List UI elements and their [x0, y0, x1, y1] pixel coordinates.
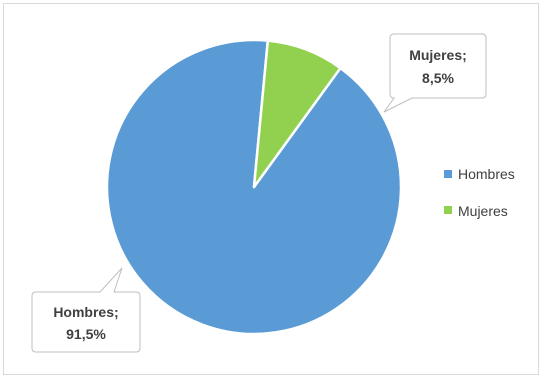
- legend-swatch-hombres: [444, 170, 452, 178]
- legend-label-mujeres: Mujeres: [458, 203, 508, 219]
- pie-slice-mujeres: [252, 39, 342, 189]
- pie-slices: [105, 38, 403, 336]
- callout-box-hombres: [31, 267, 141, 353]
- legend-label-hombres: Hombres: [458, 166, 515, 182]
- data-label-hombres: Hombres; 91,5%: [31, 267, 141, 353]
- data-label-mujeres: Mujeres; 8,5%: [383, 33, 487, 113]
- legend-swatch-mujeres: [444, 206, 452, 214]
- data-label-mujeres-category: Mujeres;: [409, 47, 467, 63]
- callout-box-mujeres: [383, 33, 487, 113]
- legend: Hombres Mujeres: [444, 166, 515, 219]
- data-label-mujeres-value: 8,5%: [422, 70, 454, 86]
- data-label-hombres-value: 91,5%: [66, 326, 106, 342]
- data-label-hombres-category: Hombres;: [53, 304, 118, 320]
